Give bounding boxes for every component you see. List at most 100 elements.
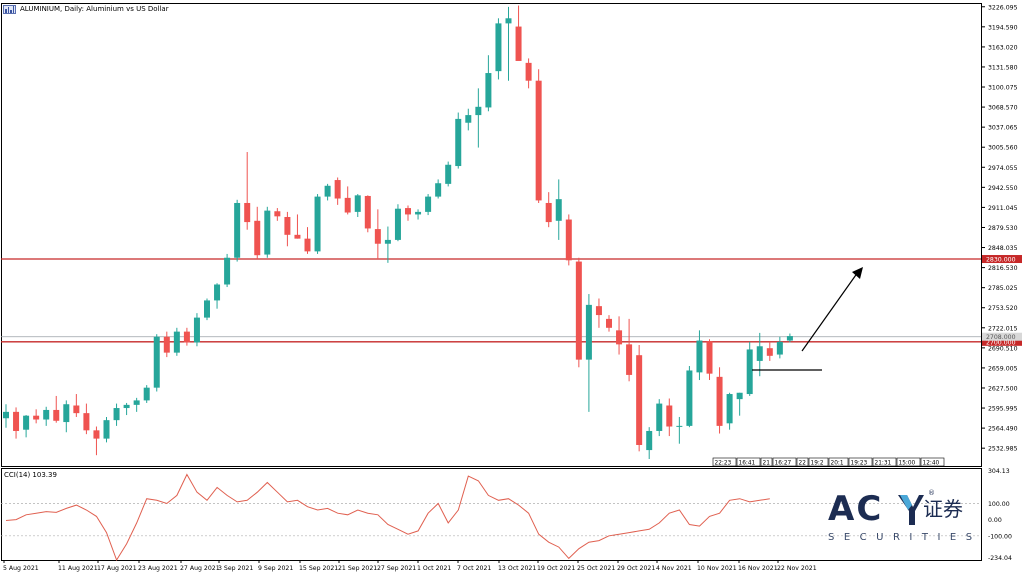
bull-candle <box>394 208 401 240</box>
session-time-label: 16:41 <box>739 461 756 467</box>
breakout-arrow-head <box>852 267 863 279</box>
x-tick-label: 15 Sep 2021 <box>299 565 338 572</box>
axes: 3226.095 3194.590 3163.020 3131.580 3100.075… <box>3 4 1018 572</box>
bear-candle <box>364 195 371 229</box>
session-time-box <box>796 457 809 467</box>
bear-candle <box>515 26 522 61</box>
x-tick-label: 23 Aug 2021 <box>138 565 178 572</box>
bull-candle <box>193 317 200 343</box>
cci-y-tick-label: -234.04 <box>988 555 1012 562</box>
session-time-label: 20:1 <box>831 461 844 467</box>
bull-candle <box>133 400 140 405</box>
bear-candle <box>83 413 90 431</box>
session-time-label: 22 <box>799 461 807 467</box>
session-time-label: 21:31 <box>875 461 892 467</box>
bull-candle <box>324 185 331 197</box>
session-time-box <box>872 457 897 467</box>
bear-candle <box>616 330 623 345</box>
session-time-label: 19:2 <box>811 461 824 467</box>
bull-candle <box>415 211 422 215</box>
acy-securities-logo: AC 证券 ® SECURITIES <box>828 489 982 543</box>
bull-candle <box>435 183 442 197</box>
price-y-tick-label: 3194.590 <box>988 24 1018 31</box>
cci-y-tick-label: -100.00 <box>988 533 1012 540</box>
bear-candle <box>33 415 40 420</box>
bull-candle <box>113 408 120 421</box>
bear-candle <box>636 355 643 445</box>
x-tick-label: 1 Oct 2021 <box>417 565 451 572</box>
level-price-tag <box>982 255 1022 264</box>
cci-indicator-label: CCI(14) 103.39 <box>4 471 57 479</box>
bear-candle <box>53 409 60 421</box>
level-price-label: 2700.000 <box>986 339 1016 346</box>
bull-candle <box>264 210 271 255</box>
bull-candle <box>646 430 653 451</box>
price-y-tick-label: 2532.985 <box>988 446 1018 453</box>
bear-candle <box>405 208 411 215</box>
bear-candle <box>304 238 311 252</box>
session-time-box <box>760 457 773 467</box>
price-y-tick-label: 2942.550 <box>988 185 1018 192</box>
price-y-tick-label: 2879.530 <box>988 225 1018 232</box>
bear-candle <box>374 229 381 244</box>
session-time-box <box>920 457 945 467</box>
bear-candle <box>344 197 351 213</box>
cci-indicator-panel <box>1 468 982 562</box>
bear-candle <box>706 341 713 374</box>
x-tick-label: 25 Oct 2021 <box>577 565 615 572</box>
session-time-box <box>772 457 797 467</box>
bull-candle <box>153 336 160 388</box>
price-y-tick-label: 2659.005 <box>988 365 1018 372</box>
price-y-tick-label: 2595.995 <box>988 406 1018 413</box>
bull-candle <box>204 300 210 318</box>
bear-candle <box>535 80 542 201</box>
x-tick-label: 7 Oct 2021 <box>457 565 491 572</box>
price-y-tick-label: 3163.020 <box>988 44 1018 51</box>
bull-candle <box>676 425 683 427</box>
bear-candle <box>565 219 572 261</box>
logo-mark-icon <box>898 495 924 525</box>
price-y-tick-label: 2753.520 <box>988 305 1018 312</box>
current-price-tag <box>982 332 1022 341</box>
session-time-box <box>848 457 873 467</box>
price-y-tick-label: 2564.490 <box>988 426 1018 433</box>
bull-candle <box>123 404 130 409</box>
bull-candle <box>224 257 231 285</box>
price-y-tick-label: 2690.510 <box>988 345 1018 352</box>
bull-candle <box>756 346 763 361</box>
bear-candle <box>666 405 673 427</box>
bear-candle <box>525 62 532 81</box>
x-tick-label: 5 Aug 2021 <box>3 565 39 572</box>
bull-candle <box>555 199 562 221</box>
x-tick-label: 29 Oct 2021 <box>617 565 655 572</box>
bull-candle <box>384 239 391 244</box>
bull-candle <box>214 284 221 301</box>
level-price-tag <box>982 337 1022 346</box>
breakout-arrow-line <box>801 271 859 352</box>
x-tick-label: 13 Oct 2021 <box>498 565 536 572</box>
bull-candle <box>43 409 50 420</box>
bull-candle <box>485 73 492 108</box>
price-plot-frame <box>1 3 982 467</box>
x-tick-label: 9 Sep 2021 <box>258 565 293 572</box>
bull-candle <box>455 118 462 167</box>
bull-candle <box>475 106 482 116</box>
bear-candle <box>93 430 100 439</box>
price-chart <box>1 3 982 467</box>
bull-candle <box>696 340 703 373</box>
bull-candle <box>173 331 180 353</box>
bear-candle <box>284 216 291 235</box>
bear-candle <box>73 405 80 414</box>
bull-candle <box>585 304 592 360</box>
bull-candle <box>445 164 452 184</box>
bear-candle <box>545 202 552 223</box>
bull-candle <box>495 23 502 72</box>
current-price-label: 2708.000 <box>986 334 1016 341</box>
bull-candle <box>746 349 753 395</box>
cci-y-tick-label: 304.13 <box>988 468 1010 475</box>
bull-candle <box>736 392 743 400</box>
bull-candle <box>726 394 733 424</box>
x-tick-label: 11 Aug 2021 <box>58 565 98 572</box>
